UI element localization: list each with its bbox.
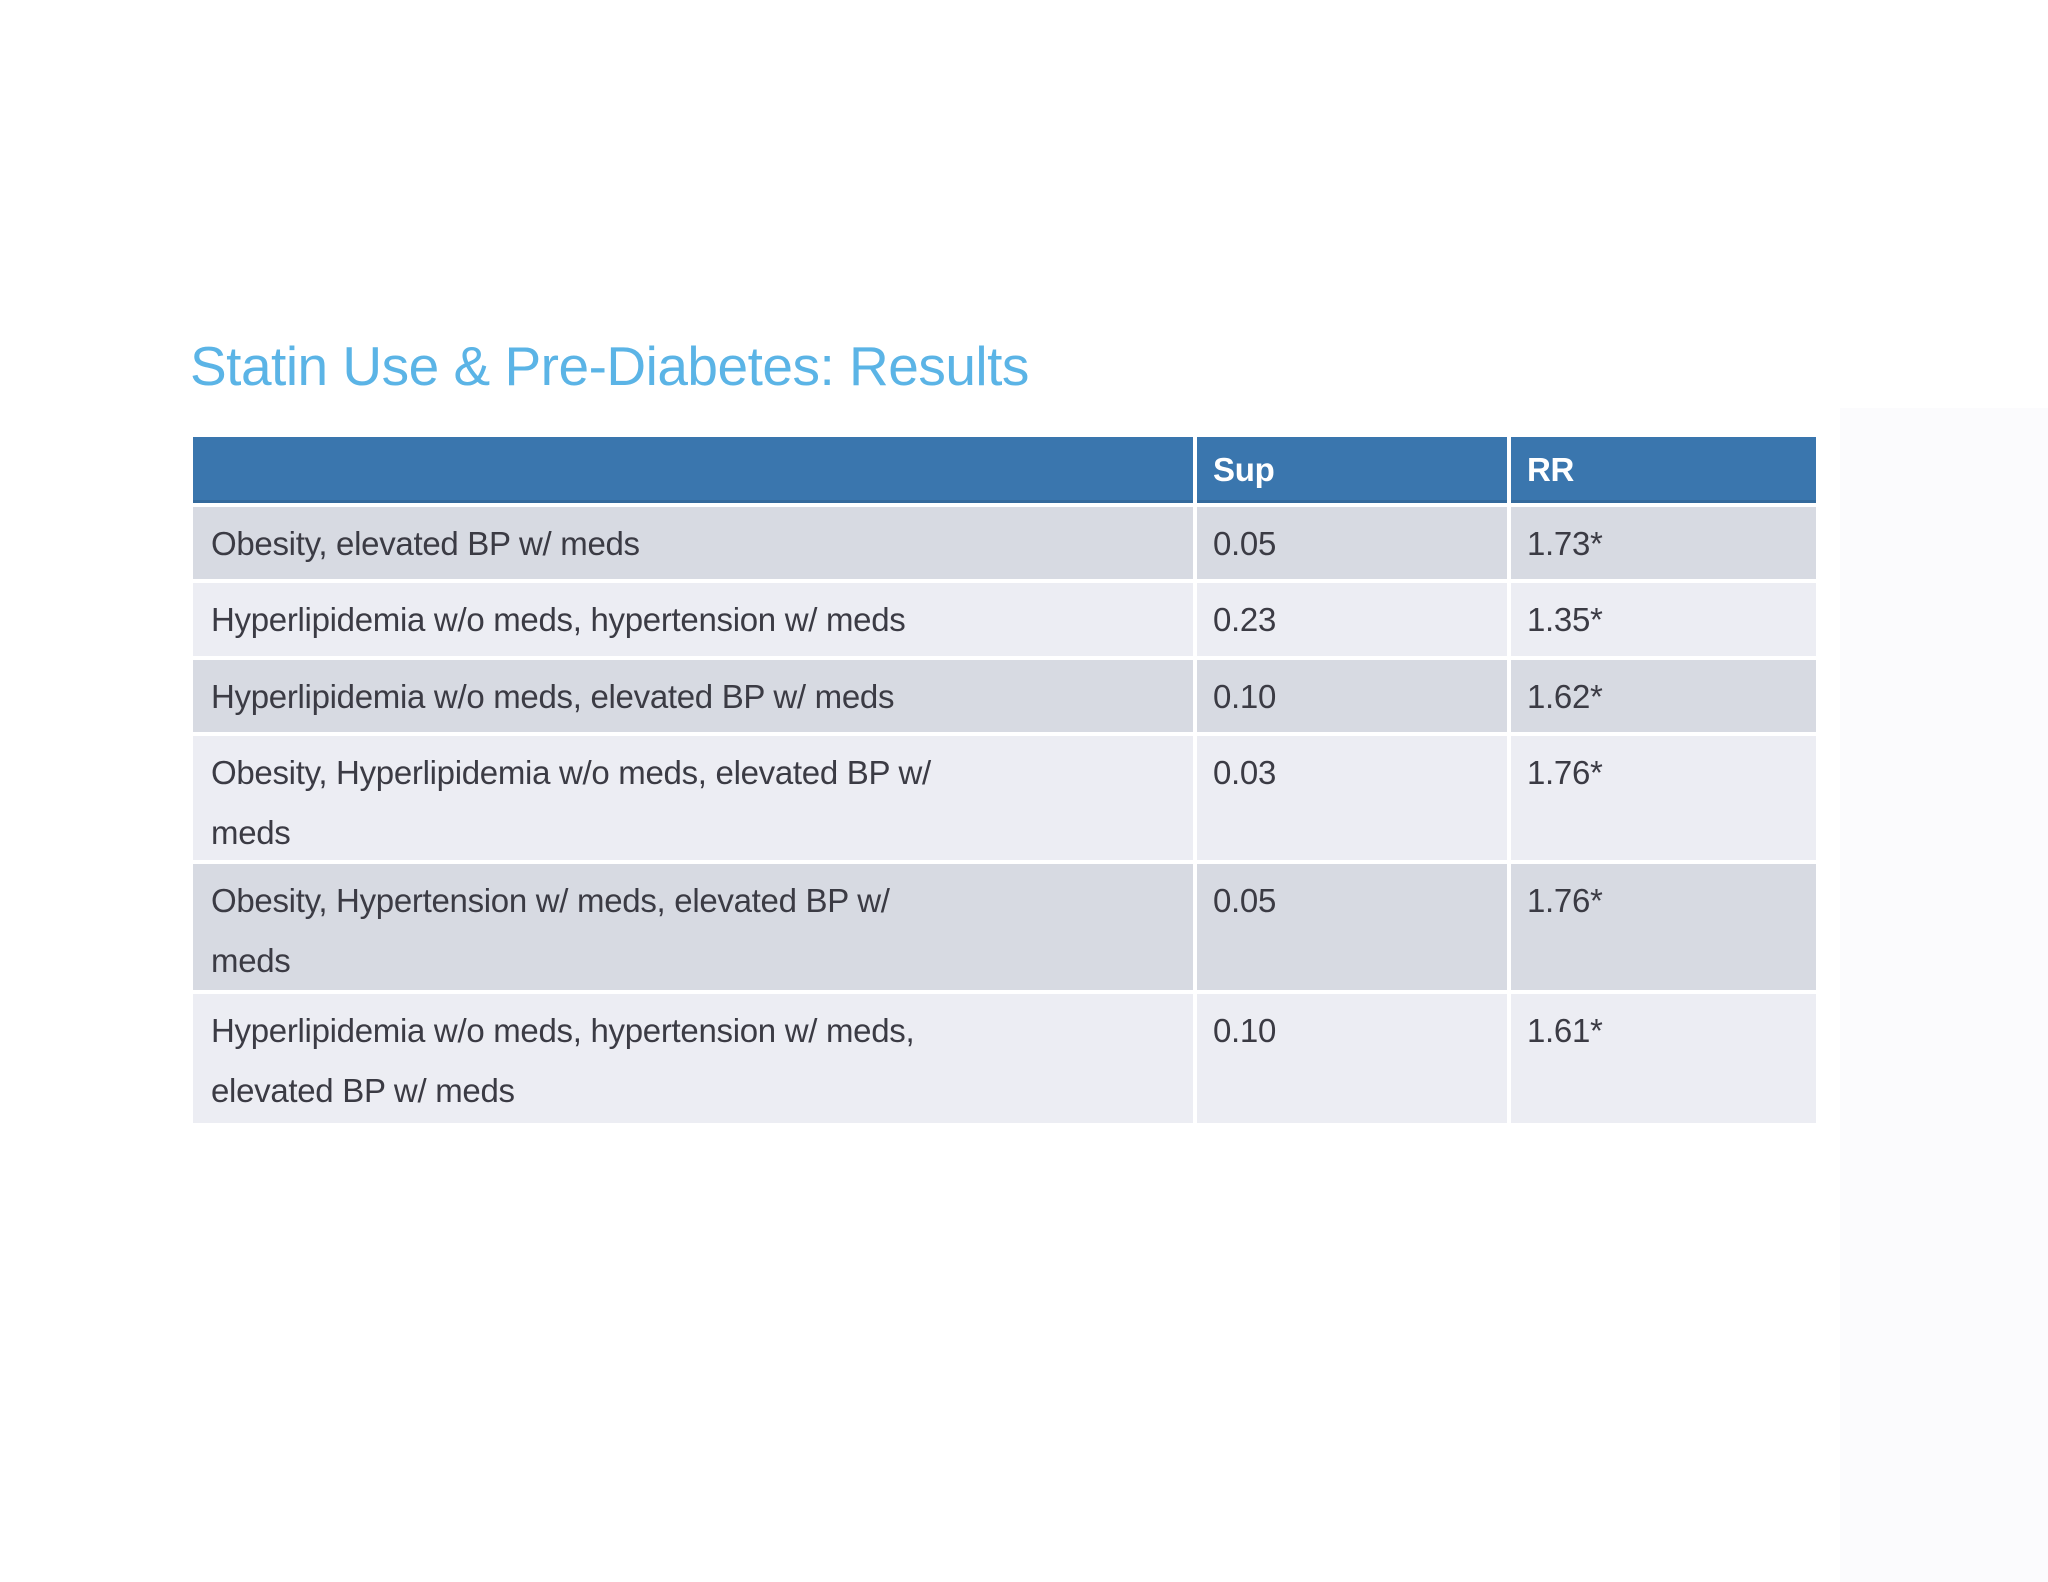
table-row-label: Hyperlipidemia w/o meds, hypertension w/… xyxy=(193,583,1193,656)
table-row-label: Hyperlipidemia w/o meds, elevated BP w/ … xyxy=(193,660,1193,732)
table-row-rr: 1.35* xyxy=(1511,583,1816,656)
table-row-rr: 1.73* xyxy=(1511,507,1816,579)
table-row-label: Hyperlipidemia w/o meds, hypertension w/… xyxy=(193,994,1193,1123)
table-row-sup: 0.05 xyxy=(1197,864,1507,990)
header-cell-rr: RR xyxy=(1511,437,1816,503)
table-row-sup: 0.23 xyxy=(1197,583,1507,656)
slide-edge-band xyxy=(1840,408,2048,1582)
table-row-sup: 0.10 xyxy=(1197,994,1507,1123)
table-row-rr: 1.61* xyxy=(1511,994,1816,1123)
table-row-rr: 1.76* xyxy=(1511,736,1816,860)
slide-title: Statin Use & Pre-Diabetes: Results xyxy=(190,335,1029,397)
table-row-label: Obesity, Hypertension w/ meds, elevated … xyxy=(193,864,1193,990)
table-row-rr: 1.62* xyxy=(1511,660,1816,732)
table-row-label: Obesity, Hyperlipidemia w/o meds, elevat… xyxy=(193,736,1193,860)
table-row-rr: 1.76* xyxy=(1511,864,1816,990)
header-cell-sup: Sup xyxy=(1197,437,1507,503)
table-row-label: Obesity, elevated BP w/ meds xyxy=(193,507,1193,579)
table-row-sup: 0.10 xyxy=(1197,660,1507,732)
table-row-sup: 0.05 xyxy=(1197,507,1507,579)
results-table: Sup RR Obesity, elevated BP w/ meds 0.05… xyxy=(193,437,1816,1123)
table-row-sup: 0.03 xyxy=(1197,736,1507,860)
header-cell-label xyxy=(193,437,1193,503)
